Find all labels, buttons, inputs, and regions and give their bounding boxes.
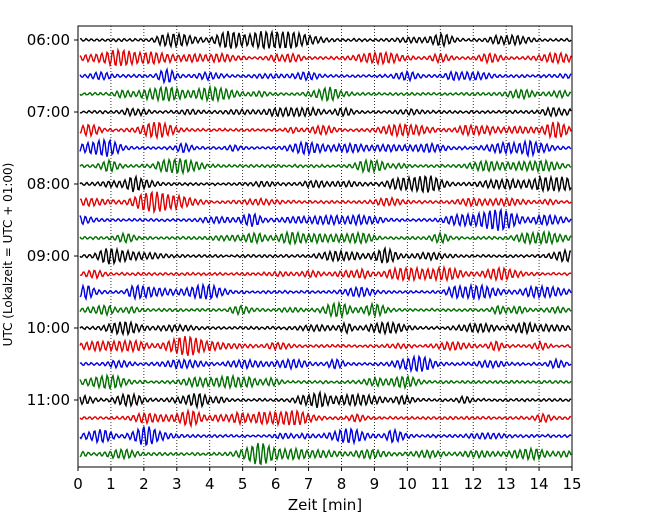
trace-line <box>79 264 572 283</box>
y-tick-label: 09:00 <box>27 247 70 265</box>
x-tick-label: 0 <box>73 475 83 493</box>
y-tick-label: 10:00 <box>27 319 70 337</box>
trace-line <box>79 84 572 104</box>
plot-frame <box>77 25 573 468</box>
trace-line <box>79 389 572 410</box>
y-tick-label: 07:00 <box>27 103 70 121</box>
trace-line <box>79 105 572 119</box>
trace-line <box>79 190 572 215</box>
x-tick-label: 10 <box>398 475 417 493</box>
x-tick-label: 7 <box>304 475 314 493</box>
seismic-traces <box>79 29 572 466</box>
trace-line <box>79 408 572 429</box>
trace-line <box>79 137 572 159</box>
x-tick-label: 8 <box>337 475 347 493</box>
y-axis-label: UTC (Lokalzeit = UTC + 01:00) <box>1 163 15 347</box>
trace-line <box>79 157 572 176</box>
x-axis-ticks: 0 1 2 3 4 5 6 7 8 9 10 11 12 13 14 15 <box>73 467 582 493</box>
x-tick-label: 3 <box>172 475 182 493</box>
x-tick-label: 15 <box>562 475 581 493</box>
x-tick-label: 4 <box>205 475 215 493</box>
y-tick-label: 08:00 <box>27 175 70 193</box>
x-axis-label: Zeit [min] <box>288 496 362 514</box>
x-tick-label: 14 <box>530 475 549 493</box>
x-tick-label: 5 <box>238 475 248 493</box>
x-tick-label: 13 <box>497 475 516 493</box>
trace-line <box>79 120 572 141</box>
trace-line <box>79 29 572 51</box>
trace-line <box>79 245 571 266</box>
trace-line <box>79 300 572 320</box>
trace-line <box>79 67 572 85</box>
y-tick-label: 06:00 <box>27 31 70 49</box>
trace-line <box>79 442 572 466</box>
trace-line <box>79 335 572 357</box>
trace-line <box>79 282 572 302</box>
trace-line <box>79 174 572 194</box>
x-tick-label: 2 <box>139 475 149 493</box>
x-tick-label: 1 <box>106 475 116 493</box>
trace-line <box>79 47 572 68</box>
trace-line <box>79 426 572 447</box>
x-tick-label: 11 <box>431 475 450 493</box>
trace-line <box>79 320 572 337</box>
x-tick-label: 9 <box>370 475 380 493</box>
trace-line <box>79 373 572 391</box>
x-tick-label: 12 <box>464 475 483 493</box>
y-axis-ticks: 06:00 07:00 08:00 09:00 10:00 11:00 <box>27 31 78 409</box>
x-tick-label: 6 <box>271 475 281 493</box>
trace-line <box>79 207 572 232</box>
y-tick-label: 11:00 <box>27 391 70 409</box>
trace-line <box>79 229 572 246</box>
trace-line <box>79 354 572 374</box>
